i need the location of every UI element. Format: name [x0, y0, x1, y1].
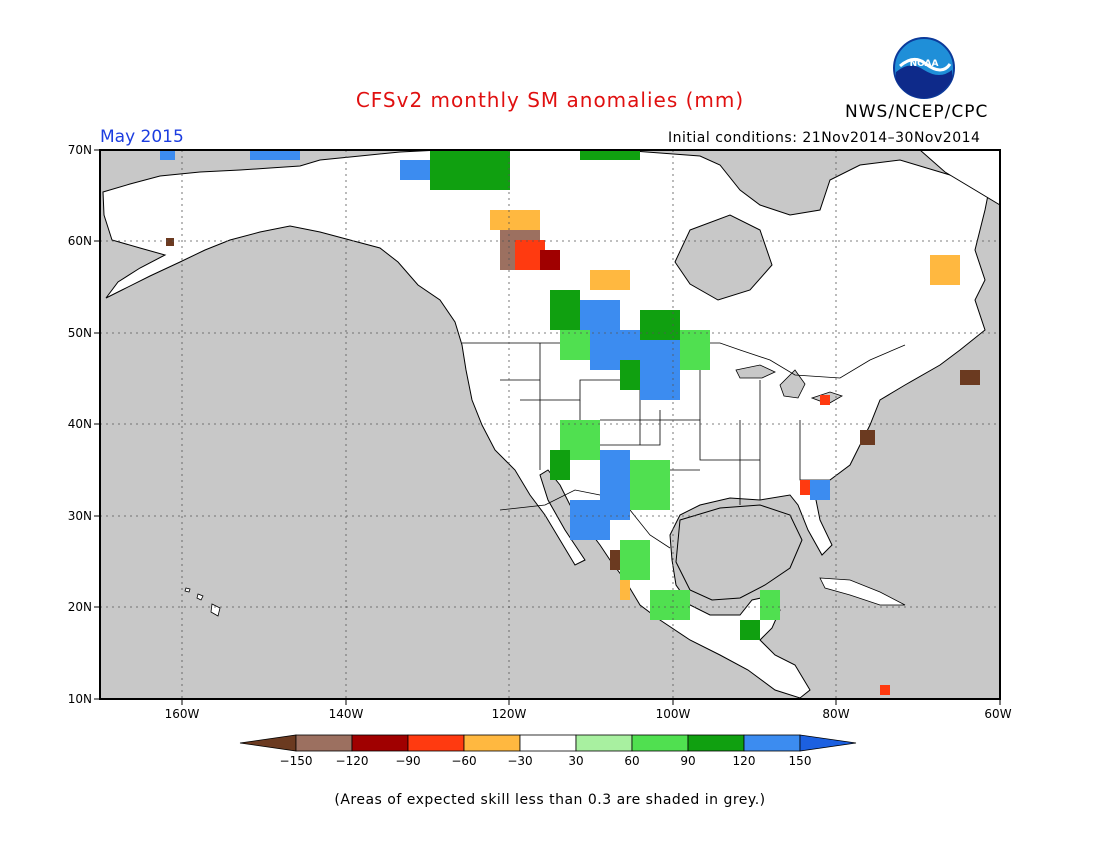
lat-label: 20N: [68, 600, 92, 614]
colorbar-segment: [575, 734, 633, 752]
lat-label: 10N: [68, 692, 92, 706]
colorbar-label: −90: [395, 754, 420, 768]
colorbar-label: −60: [451, 754, 476, 768]
colorbar-segment: [687, 734, 745, 752]
lat-label: 60N: [68, 234, 92, 248]
colorbar-arrow-right: [799, 734, 857, 752]
colorbar-label: −150: [280, 754, 313, 768]
hudson-bay: [674, 214, 773, 301]
colorbar-segment: [631, 734, 689, 752]
agency-label: NWS/NCEP/CPC: [845, 102, 989, 122]
lon-label: 80W: [822, 707, 849, 721]
map-panel: 70N 60N 50N 40N 30N 20N 10N 160W 140W 12…: [68, 143, 1012, 721]
initial-conditions: Initial conditions: 21Nov2014–30Nov2014: [668, 130, 981, 146]
noaa-logo-text: NOAA: [910, 59, 939, 69]
colorbar-segment: [407, 734, 465, 752]
gulf-of-mexico: [675, 504, 803, 601]
anomaly-cells: [160, 150, 980, 695]
colorbar-segment: [295, 734, 353, 752]
cuba: [819, 577, 906, 606]
colorbar-segment: [519, 734, 577, 752]
footnote: (Areas of expected skill less than 0.3 a…: [334, 792, 766, 808]
colorbar-label: 60: [624, 754, 639, 768]
colorbar-label: 150: [789, 754, 812, 768]
colorbar-segment: [463, 734, 521, 752]
colorbar-label: −30: [507, 754, 532, 768]
colorbar-segment: [743, 734, 801, 752]
lon-label: 120W: [492, 707, 527, 721]
hawaii: [184, 587, 221, 617]
lat-label: 40N: [68, 417, 92, 431]
lat-label: 30N: [68, 509, 92, 523]
noaa-logo: NOAA: [893, 37, 955, 99]
colorbar-label: −120: [336, 754, 369, 768]
lat-label: 70N: [68, 143, 92, 157]
colorbar-label: 30: [568, 754, 583, 768]
lon-label: 100W: [656, 707, 691, 721]
lat-ticks: [94, 149, 100, 700]
lat-label: 50N: [68, 326, 92, 340]
colorbar-label: 120: [733, 754, 756, 768]
lon-ticks: [181, 699, 1001, 705]
chart-title: CFSv2 monthly SM anomalies (mm): [355, 88, 745, 112]
forecast-month: May 2015: [100, 127, 184, 147]
lon-label: 140W: [329, 707, 364, 721]
lon-label: 60W: [984, 707, 1011, 721]
colorbar-arrow-left: [239, 734, 297, 752]
graticule: [100, 150, 1000, 699]
colorbar: −150 −120 −90 −60 −30 30 60 90 120 150: [239, 734, 857, 768]
colorbar-label: 90: [680, 754, 695, 768]
lon-label: 160W: [165, 707, 200, 721]
colorbar-segment: [351, 734, 409, 752]
